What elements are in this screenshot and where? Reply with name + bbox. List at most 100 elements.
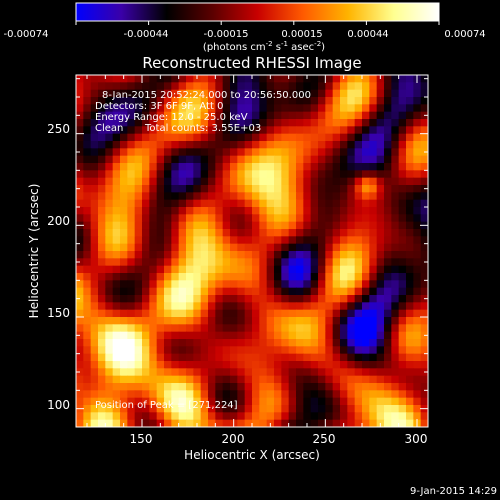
heatmap-cell bbox=[193, 97, 202, 105]
heatmap-cell bbox=[266, 126, 275, 135]
heatmap-cell bbox=[347, 221, 356, 230]
heatmap-cell bbox=[266, 412, 275, 421]
heatmap-cell bbox=[369, 75, 378, 83]
heatmap-cell bbox=[112, 236, 121, 245]
heatmap-cell bbox=[340, 302, 348, 311]
heatmap-cell bbox=[347, 236, 356, 245]
heatmap-cell bbox=[178, 148, 187, 157]
heatmap-cell bbox=[340, 258, 348, 267]
heatmap-cell bbox=[83, 273, 92, 281]
heatmap-cell bbox=[222, 185, 231, 193]
heatmap-cell bbox=[310, 317, 319, 325]
heatmap-cell bbox=[90, 229, 99, 237]
heatmap-cell bbox=[222, 419, 231, 427]
heatmap-cell bbox=[420, 177, 428, 186]
heatmap-cell bbox=[98, 214, 106, 223]
heatmap-cell bbox=[420, 251, 428, 259]
heatmap-cell bbox=[237, 141, 246, 149]
heatmap-cell bbox=[325, 163, 334, 171]
heatmap-cell bbox=[230, 331, 238, 340]
heatmap-cell bbox=[230, 280, 238, 289]
heatmap-cell bbox=[164, 214, 172, 223]
heatmap-cell bbox=[193, 126, 202, 135]
heatmap-cell bbox=[281, 397, 290, 406]
heatmap-cell bbox=[369, 258, 378, 267]
heatmap-cell bbox=[237, 199, 246, 208]
heatmap-cell bbox=[303, 177, 312, 186]
heatmap-cell bbox=[244, 317, 253, 325]
heatmap-cell bbox=[156, 383, 165, 391]
heatmap-cell bbox=[406, 104, 414, 113]
heatmap-cell bbox=[406, 119, 414, 127]
heatmap-cell bbox=[83, 361, 92, 369]
heatmap-cell bbox=[266, 207, 275, 215]
heatmap-cell bbox=[252, 243, 260, 252]
heatmap-cell bbox=[105, 104, 114, 113]
heatmap-cell bbox=[90, 251, 99, 259]
heatmap-cell bbox=[391, 141, 400, 149]
heatmap-cell bbox=[178, 412, 187, 421]
heatmap-cell bbox=[369, 207, 378, 215]
heatmap-cell bbox=[230, 265, 238, 274]
heatmap-cell bbox=[398, 148, 407, 157]
heatmap-cell bbox=[362, 390, 370, 399]
heatmap-cell bbox=[244, 104, 253, 113]
heatmap-cell bbox=[259, 302, 268, 311]
heatmap-cell bbox=[340, 104, 348, 113]
heatmap-cell bbox=[120, 353, 128, 362]
heatmap-cell bbox=[127, 111, 136, 120]
heatmap-cell bbox=[120, 287, 128, 296]
heatmap-cell bbox=[142, 353, 150, 362]
heatmap-cell bbox=[259, 317, 268, 325]
heatmap-cell bbox=[127, 214, 136, 223]
heatmap-cell bbox=[303, 302, 312, 311]
heatmap-cell bbox=[281, 126, 290, 135]
heatmap-cell bbox=[252, 177, 260, 186]
heatmap-cell bbox=[413, 339, 422, 347]
heatmap-cell bbox=[266, 375, 275, 384]
heatmap-cell bbox=[98, 346, 106, 355]
heatmap-cell bbox=[318, 199, 326, 208]
heatmap-cell bbox=[164, 89, 172, 98]
heatmap-cell bbox=[237, 390, 246, 399]
heatmap-cell bbox=[90, 302, 99, 311]
heatmap-cell bbox=[230, 214, 238, 223]
heatmap-cell bbox=[369, 346, 378, 355]
heatmap-cell bbox=[83, 192, 92, 201]
heatmap-cell bbox=[420, 375, 428, 384]
heatmap-cell bbox=[193, 280, 202, 289]
heatmap-cell bbox=[127, 207, 136, 215]
heatmap-cell bbox=[127, 221, 136, 230]
heatmap-cell bbox=[347, 170, 356, 179]
heatmap-cell bbox=[164, 155, 172, 164]
heatmap-cell bbox=[259, 383, 268, 391]
heatmap-cell bbox=[347, 324, 356, 333]
heatmap-cell bbox=[142, 163, 150, 171]
heatmap-cell bbox=[281, 243, 290, 252]
heatmap-cell bbox=[90, 126, 99, 135]
heatmap-cell bbox=[354, 317, 363, 325]
heatmap-cell bbox=[288, 412, 297, 421]
heatmap-cell bbox=[288, 419, 297, 427]
heatmap-cell bbox=[156, 82, 165, 91]
heatmap-cell bbox=[406, 199, 414, 208]
heatmap-cell bbox=[318, 111, 326, 120]
heatmap-cell bbox=[296, 236, 304, 245]
heatmap-cell bbox=[281, 324, 290, 333]
heatmap-cell bbox=[171, 163, 180, 171]
heatmap-cell bbox=[98, 258, 106, 267]
heatmap-cell bbox=[105, 89, 114, 98]
heatmap-cell bbox=[105, 155, 114, 164]
heatmap-cell bbox=[149, 280, 158, 289]
heatmap-cell bbox=[186, 192, 194, 201]
heatmap-cell bbox=[391, 412, 400, 421]
heatmap-cell bbox=[347, 133, 356, 142]
y-tick-label: 250 bbox=[47, 122, 70, 136]
heatmap-cell bbox=[413, 265, 422, 274]
heatmap-cell bbox=[303, 97, 312, 105]
heatmap-cell bbox=[142, 412, 150, 421]
heatmap-cell bbox=[354, 75, 363, 83]
heatmap-cell bbox=[274, 287, 282, 296]
heatmap-cell bbox=[105, 126, 114, 135]
heatmap-cell bbox=[244, 97, 253, 105]
